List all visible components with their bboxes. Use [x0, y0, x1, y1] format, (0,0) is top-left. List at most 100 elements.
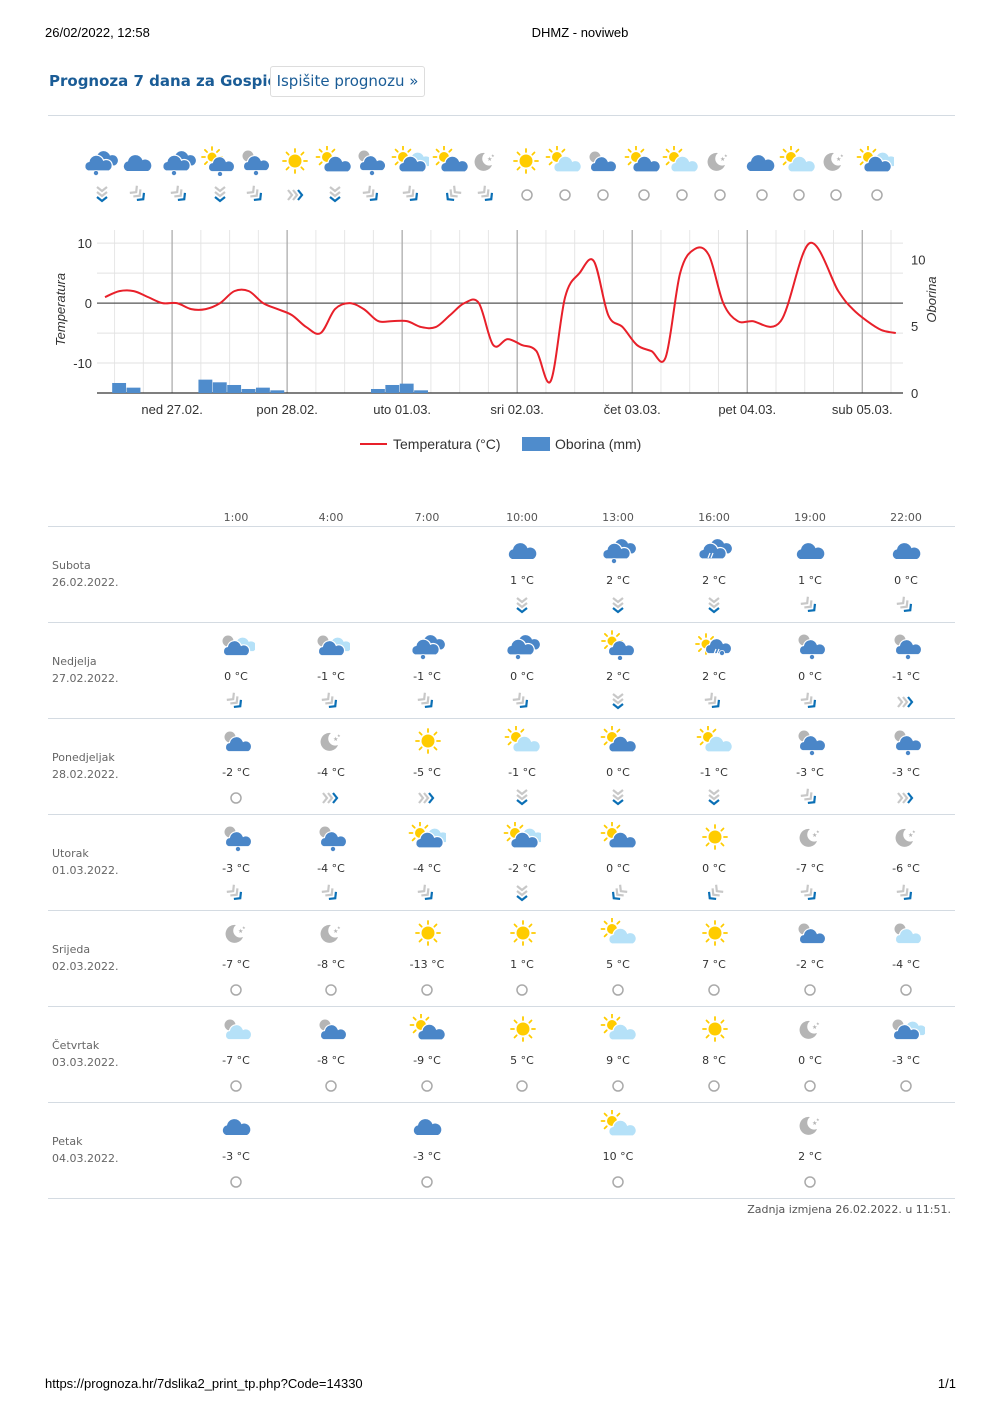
svg-text:★: ★ [816, 1021, 820, 1026]
hour-header: 19:00 [794, 511, 826, 524]
temperature: -8 °C [317, 958, 345, 971]
temperature: -4 °C [892, 958, 920, 971]
moon-icon: ★ ★ [699, 146, 737, 176]
clouds-sleet-icon [695, 534, 733, 564]
row-divider [48, 1006, 955, 1007]
row-divider [48, 814, 955, 815]
temperature: -1 °C [892, 670, 920, 683]
temperature: -1 °C [413, 670, 441, 683]
moon-cloud-light-icon [887, 1014, 927, 1044]
moon-light-icon [217, 1014, 255, 1044]
wind-down-right-icon [896, 884, 916, 904]
temperature: -4 °C [413, 862, 441, 875]
sun-light-icon [599, 1013, 637, 1044]
moon-cloud-snow-icon [791, 726, 829, 756]
day-name: Subota [52, 559, 91, 572]
wind-down-right-icon [800, 692, 820, 712]
wind-calm-icon [896, 980, 916, 1000]
wind-calm-icon [321, 980, 341, 1000]
wind-calm-icon [226, 1076, 246, 1096]
wind-calm-icon [789, 185, 809, 205]
wind-down-left-icon [442, 185, 462, 205]
moon-cloud-snow-icon [887, 726, 925, 756]
temperature: -3 °C [892, 1054, 920, 1067]
wind-right-icon [417, 788, 437, 808]
temperature: -2 °C [222, 766, 250, 779]
temperature: 0 °C [606, 862, 630, 875]
wind-down-icon [704, 788, 724, 808]
day-label: Utorak 01.03.2022. [52, 845, 118, 879]
temperature: 8 °C [702, 1054, 726, 1067]
wind-down-right-icon [417, 692, 437, 712]
wind-down-icon [608, 596, 628, 616]
day-name: Četvrtak [52, 1039, 100, 1052]
y-tick-label: 0 [85, 296, 92, 311]
wind-down-icon [512, 596, 532, 616]
sun-cloud-icon [623, 145, 661, 176]
y-tick-label: -10 [73, 356, 92, 371]
temperature: -1 °C [508, 766, 536, 779]
temperature: 1 °C [510, 574, 534, 587]
wind-down-right-icon [362, 185, 382, 205]
y-tick-label: 10 [78, 236, 92, 251]
precipitation-bar [241, 388, 256, 393]
clouds-snow-icon [159, 146, 197, 176]
temperature: -4 °C [317, 766, 345, 779]
svg-text:★: ★ [720, 156, 725, 163]
svg-text:★: ★ [333, 928, 338, 935]
precipitation-bar [255, 387, 270, 393]
wind-down-right-icon [226, 692, 246, 712]
divider [48, 115, 955, 116]
temperature: -13 °C [409, 958, 445, 971]
temperature: -7 °C [222, 1054, 250, 1067]
wind-calm-icon [417, 1076, 437, 1096]
wind-calm-icon [704, 1076, 724, 1096]
temperature: 0 °C [510, 670, 534, 683]
legend-precipitation-label[interactable]: Oborina (mm) [555, 436, 641, 452]
wind-down-right-icon [129, 185, 149, 205]
wind-down-right-icon [512, 692, 532, 712]
moon-cloud-icon [791, 918, 829, 948]
temperature-line [104, 242, 897, 384]
page-title: Prognoza 7 dana za Gospić [49, 72, 277, 90]
temperature: -5 °C [413, 766, 441, 779]
moon-icon: ★ ★ [815, 146, 853, 176]
wind-down-right-icon [477, 185, 497, 205]
svg-text:★: ★ [816, 1117, 820, 1122]
wind-calm-icon [867, 185, 887, 205]
svg-text:★: ★ [908, 832, 913, 839]
day-label: Četvrtak 03.03.2022. [52, 1037, 118, 1071]
day-label: Ponedjeljak 28.02.2022. [52, 749, 118, 783]
moon-cloud-icon [312, 1014, 350, 1044]
sun-cloud-icon [431, 145, 469, 176]
hour-header: 13:00 [602, 511, 634, 524]
wind-calm-icon [517, 185, 537, 205]
x-tick-label: uto 01.03. [373, 402, 431, 417]
wind-calm-icon [512, 1076, 532, 1096]
hour-header: 7:00 [414, 511, 440, 524]
wind-down-icon [512, 884, 532, 904]
temperature: 2 °C [702, 670, 726, 683]
temperature: 1 °C [798, 574, 822, 587]
sun-light-icon [778, 145, 816, 176]
svg-text:★: ★ [840, 153, 844, 158]
y2-tick-label: 0 [911, 386, 918, 401]
cloud-icon [217, 1110, 255, 1140]
svg-text:★: ★ [812, 832, 817, 839]
temperature: 0 °C [894, 574, 918, 587]
sun-cloud-icon [408, 1013, 446, 1044]
legend-precipitation-swatch[interactable] [522, 437, 550, 451]
temperature: 2 °C [606, 670, 630, 683]
svg-text:★: ★ [491, 153, 495, 158]
clouds-snow-icon [81, 146, 119, 176]
wind-down-right-icon [704, 692, 724, 712]
clouds-snow-icon [408, 630, 446, 660]
sun-light-icon [544, 145, 582, 176]
moon-icon: ★ ★ [312, 918, 350, 948]
temperature: -2 °C [508, 862, 536, 875]
print-forecast-button[interactable]: Ispišite prognozu » [270, 66, 425, 97]
wind-right-icon [896, 692, 916, 712]
legend-temperature-label[interactable]: Temperatura (°C) [393, 436, 501, 452]
x-tick-label: pet 04.03. [718, 402, 776, 417]
svg-text:★: ★ [816, 829, 820, 834]
